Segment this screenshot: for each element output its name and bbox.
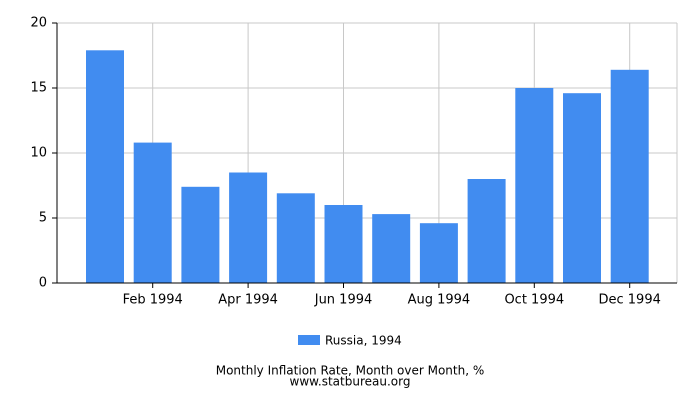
- legend-swatch: [298, 335, 320, 345]
- bar: [181, 186, 220, 283]
- bar: [563, 93, 601, 283]
- legend-label: Russia, 1994: [325, 334, 402, 348]
- bar: [86, 50, 124, 283]
- bar: [419, 223, 458, 283]
- chart-subtitle: www.statbureau.org: [290, 375, 411, 389]
- x-tick-label: Oct 1994: [504, 293, 564, 308]
- bar: [467, 179, 506, 283]
- x-tick-label: Apr 1994: [218, 293, 278, 308]
- y-tick-label: 20: [30, 16, 47, 31]
- bar: [133, 142, 172, 283]
- x-tick-label: Dec 1994: [599, 293, 661, 308]
- y-tick-label: 5: [39, 211, 47, 226]
- y-tick-label: 0: [39, 276, 47, 291]
- y-tick-label: 10: [30, 146, 47, 161]
- chart-title: Monthly Inflation Rate, Month over Month…: [216, 364, 485, 378]
- bar: [515, 88, 554, 283]
- bar: [229, 172, 268, 283]
- x-tick-label: Aug 1994: [408, 293, 471, 308]
- bar: [372, 214, 411, 283]
- bar: [276, 193, 315, 283]
- y-tick-label: 15: [30, 81, 47, 96]
- bar: [610, 69, 649, 283]
- x-tick-label: Feb 1994: [123, 293, 183, 308]
- bar: [324, 205, 363, 283]
- x-tick-label: Jun 1994: [314, 293, 373, 308]
